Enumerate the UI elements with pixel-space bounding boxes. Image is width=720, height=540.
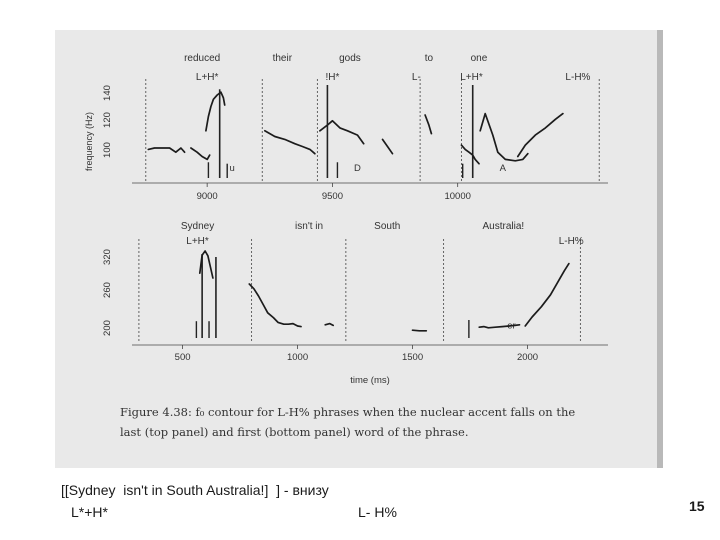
bottom-x-tick-label-0: 500 (175, 352, 191, 363)
top-word-label-3: to (425, 53, 434, 64)
bottom-f0-segment-3 (411, 329, 428, 332)
scanned-figure (55, 30, 663, 468)
top-x-tick-label-0: 9000 (197, 191, 218, 202)
top-f0-segment-5 (381, 138, 394, 155)
top-word-label-4: one (471, 53, 488, 64)
top-word-label-0: reduced (184, 53, 220, 64)
top-f0-segment-6 (424, 114, 433, 135)
bottom-tone-label-0: L+H* (186, 236, 209, 247)
top-tone-label-2: L- (412, 72, 421, 83)
top-small-label-0: u (230, 163, 235, 174)
top-small-label-2: A (500, 163, 507, 174)
bottom-word-label-1: isn't in (295, 221, 323, 232)
bottom-f0-segment-5 (524, 262, 570, 327)
top-f0-segment-0 (147, 147, 186, 154)
slide-tone-right: L- H% (358, 504, 397, 520)
top-tone-label-4: L-H% (565, 72, 590, 83)
top-f0-segment-3 (263, 129, 316, 155)
bottom-x-tick-label-1: 1000 (287, 352, 308, 363)
top-y-axis-label: frequency (Hz) (84, 112, 94, 171)
top-y-tick-label-2: 140 (102, 85, 113, 101)
bottom-f0-segment-2 (324, 322, 335, 327)
top-tone-label-1: !H* (325, 72, 339, 83)
slide-tone-left: L*+H* (71, 504, 108, 520)
bottom-x-tick-label-3: 2000 (517, 352, 538, 363)
bottom-tone-label-1: L-H% (559, 236, 584, 247)
bottom-y-tick-label-2: 320 (102, 249, 113, 265)
top-f0-segment-4 (319, 119, 365, 145)
page-number: 15 (689, 498, 705, 514)
top-word-label-2: gods (339, 53, 361, 64)
bottom-x-axis-label: time (ms) (350, 375, 390, 386)
bottom-y-tick-label-0: 200 (102, 320, 113, 336)
bottom-y-tick-label-1: 260 (102, 282, 113, 298)
bottom-x-tick-label-2: 1500 (402, 352, 423, 363)
bottom-word-label-3: Australia! (483, 221, 525, 232)
top-tone-label-0: L+H* (196, 72, 219, 83)
slide-annotation-line1: [[Sydney isn't in South Australia!] ] - … (61, 482, 329, 498)
top-y-tick-label-0: 100 (102, 142, 113, 158)
top-y-tick-label-1: 120 (102, 112, 113, 128)
scan-page-edge (657, 30, 663, 468)
figure-caption-line2: last (top panel) and first (bottom panel… (120, 425, 468, 439)
top-f0-segment-1 (190, 147, 211, 161)
top-word-label-1: their (273, 53, 293, 64)
bottom-f0-segment-4 (478, 323, 521, 329)
top-f0-segment-7 (460, 144, 480, 165)
figure-caption-line1: Figure 4.38: f₀ contour for L-H% phrases… (120, 405, 575, 419)
bottom-f0-segment-0 (198, 250, 214, 279)
top-x-tick-label-2: 10000 (444, 191, 470, 202)
top-x-tick-label-1: 9500 (322, 191, 343, 202)
top-f0-segment-9 (516, 112, 564, 158)
top-f0-segment-8 (479, 112, 529, 162)
bottom-word-label-0: Sydney (181, 221, 214, 232)
top-tone-label-3: L+H* (460, 72, 483, 83)
top-f0-segment-2 (205, 91, 226, 132)
bottom-f0-segment-1 (248, 283, 302, 328)
bottom-word-label-2: South (374, 221, 400, 232)
top-small-label-1: D (354, 163, 361, 174)
